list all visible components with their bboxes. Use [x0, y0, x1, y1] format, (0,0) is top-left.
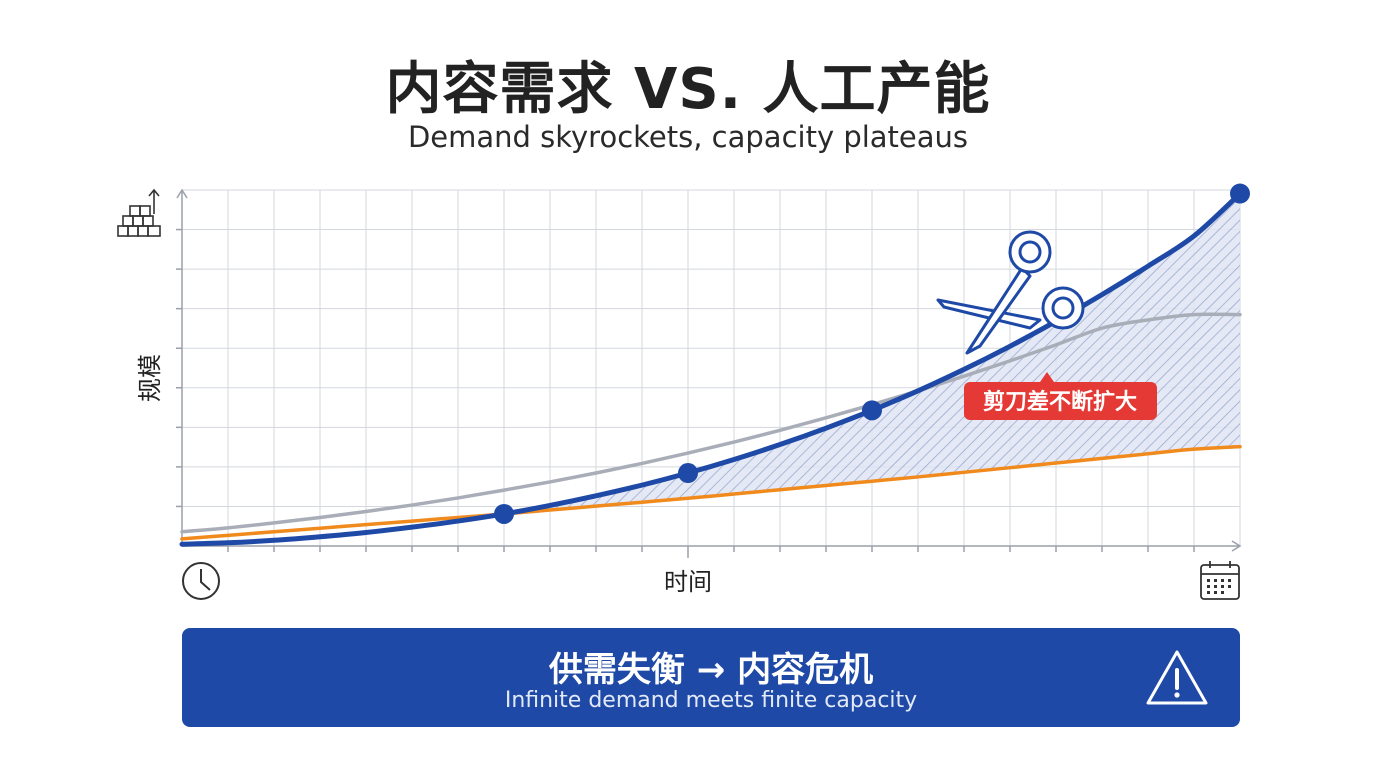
- stacked-bars-growth-icon: [117, 188, 161, 237]
- x-axis-label: 时间: [664, 568, 712, 596]
- warning-icon: [1146, 650, 1208, 705]
- series-line-2: [180, 312, 1242, 534]
- page-title: 内容需求 VS. 人工产能: [385, 57, 991, 122]
- series-point: [1230, 183, 1250, 204]
- x-axis-arrow: [1231, 540, 1242, 552]
- clock-icon: [182, 562, 220, 600]
- gap-annotation: 剪刀差不断扩大: [964, 372, 1157, 420]
- banner-subtitle: Infinite demand meets finite capacity: [504, 688, 918, 713]
- y-axis-arrow: [176, 188, 188, 199]
- y-axis-label: 规模: [136, 354, 164, 402]
- series-line-1: [180, 444, 1242, 541]
- page-subtitle: Demand skyrockets, capacity plateaus: [407, 120, 969, 154]
- gap-annotation-text: 剪刀差不断扩大: [983, 389, 1137, 415]
- chart: 规模 时间 剪刀差不断扩大: [117, 183, 1250, 600]
- series-point: [678, 463, 698, 484]
- demand-capacity-gap-area: [504, 193, 1240, 514]
- banner-title: 供需失衡 → 内容危机: [548, 650, 874, 690]
- series-point: [494, 503, 514, 524]
- conclusion-banner: 供需失衡 → 内容危机 Infinite demand meets finite…: [182, 628, 1240, 727]
- scissors-icon: [936, 230, 1085, 355]
- calendar-icon: [1200, 561, 1240, 600]
- series-markers: [494, 183, 1250, 524]
- axes: [176, 188, 1242, 558]
- series-point: [862, 400, 882, 421]
